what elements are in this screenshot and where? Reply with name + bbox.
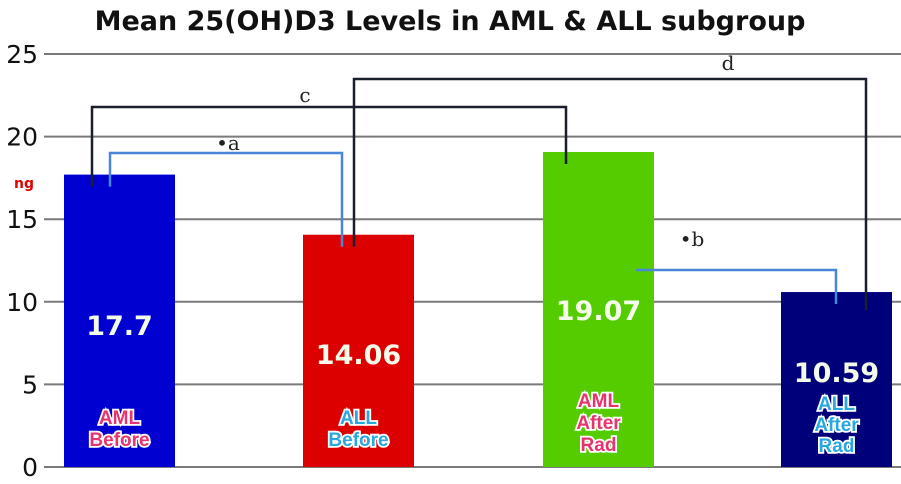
significance-label: c <box>299 83 310 107</box>
category-label: After <box>814 415 859 436</box>
category-label: Rad <box>819 436 855 457</box>
bar <box>64 174 175 467</box>
value-label: 14.06 <box>316 340 401 371</box>
category-label: AML <box>578 391 620 412</box>
y-axis-label: ng <box>14 176 34 192</box>
bar <box>781 292 892 467</box>
value-label: 10.59 <box>794 358 879 389</box>
y-tick-label: 20 <box>6 123 38 152</box>
y-tick-label: 0 <box>22 453 38 482</box>
y-tick-label: 5 <box>22 370 38 399</box>
chart-title: Mean 25(OH)D3 Levels in AML & ALL subgro… <box>95 6 806 37</box>
value-label: 19.07 <box>556 296 641 327</box>
category-label: Before <box>328 430 388 451</box>
value-label: 17.7 <box>86 311 153 342</box>
category-label: Before <box>89 430 149 451</box>
category-label: After <box>576 413 621 434</box>
y-tick-label: 15 <box>6 205 38 234</box>
y-tick-label: 10 <box>6 288 38 317</box>
category-label: Rad <box>581 435 617 456</box>
category-label: ALL <box>340 408 377 429</box>
significance-label: d <box>722 51 735 75</box>
significance-bracket <box>636 268 838 305</box>
significance-bracket <box>108 151 344 247</box>
significance-bracket <box>90 105 568 187</box>
bar <box>303 234 414 467</box>
category-label: AML <box>99 408 141 429</box>
significance-label: •b <box>680 227 705 251</box>
significance-bracket <box>352 77 868 311</box>
significance-label: •a <box>216 131 240 155</box>
category-label: ALL <box>818 394 855 415</box>
y-tick-label: 25 <box>6 40 38 69</box>
bar <box>543 151 654 467</box>
